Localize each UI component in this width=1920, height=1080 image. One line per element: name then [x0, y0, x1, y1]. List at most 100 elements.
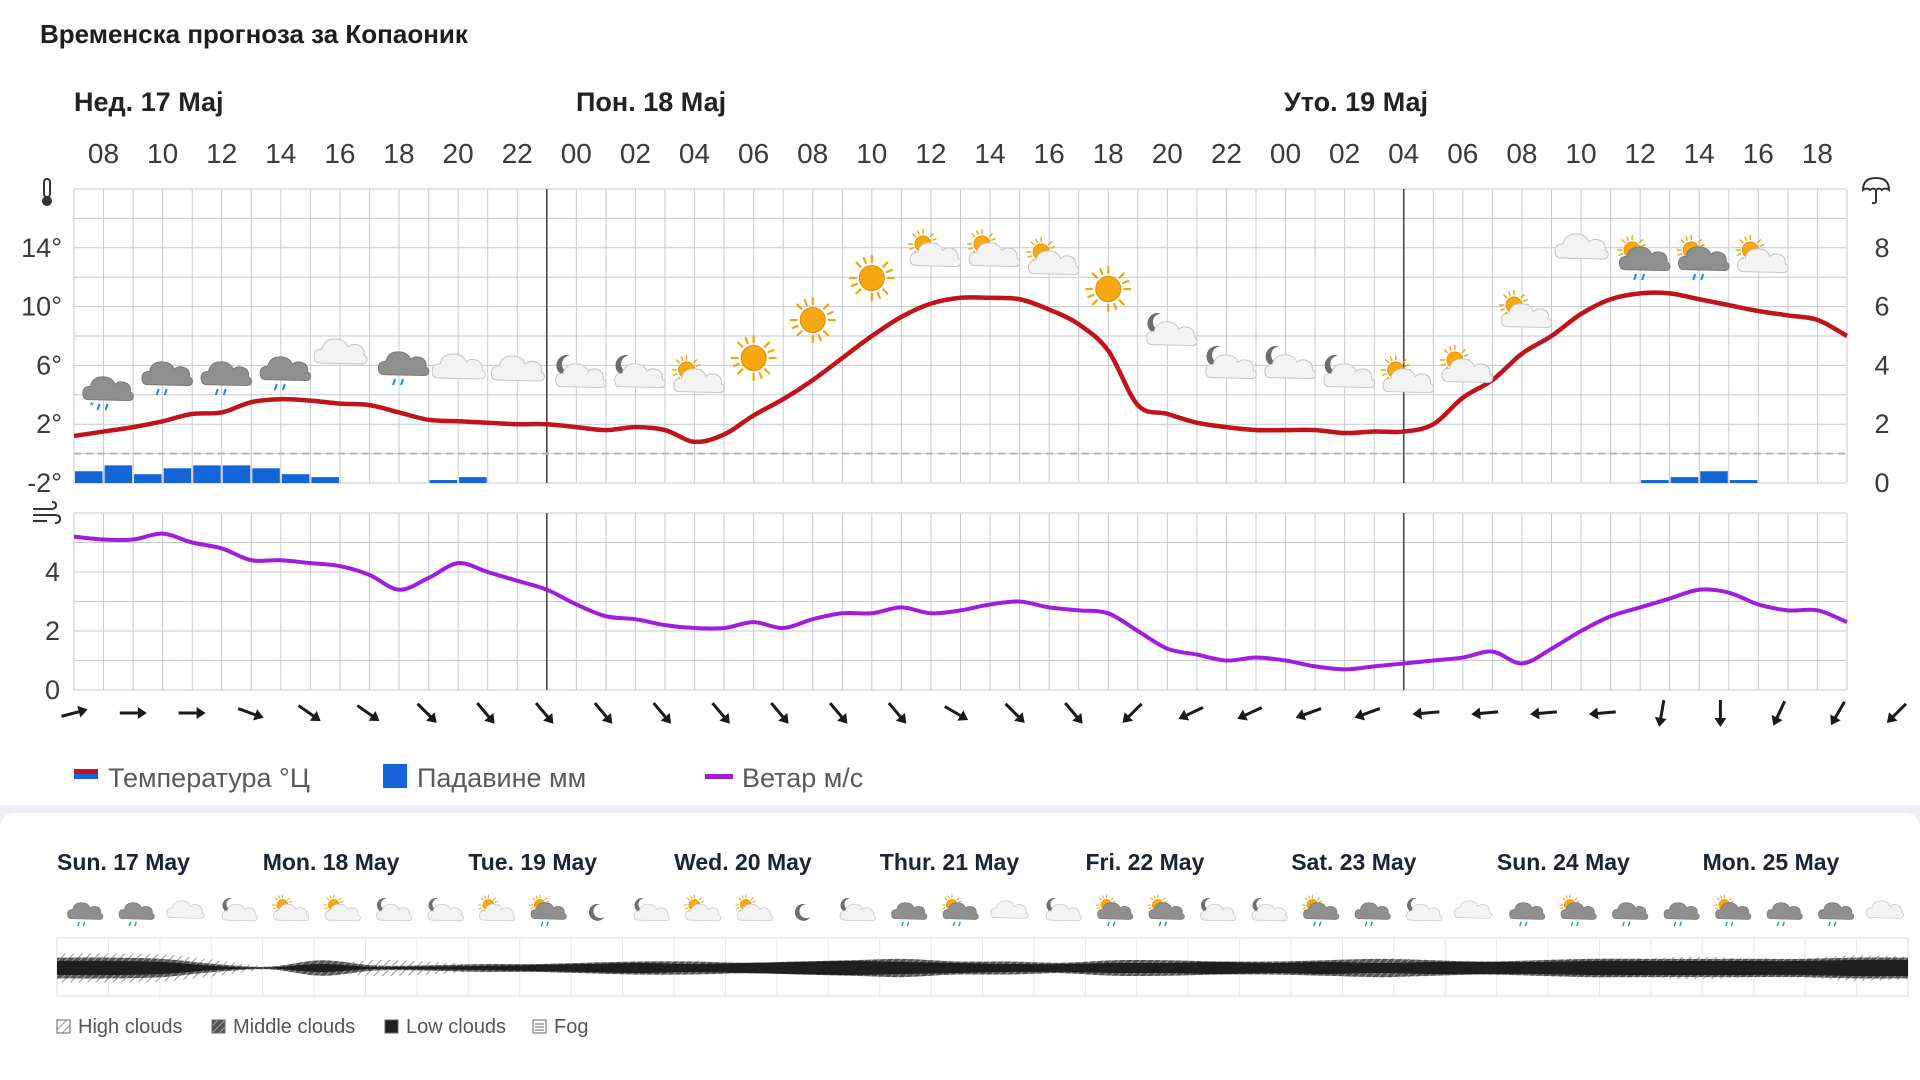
- wind-direction-arrow: [1354, 707, 1381, 721]
- wind-direction-arrow: [476, 702, 495, 724]
- arrow-head: [660, 712, 671, 724]
- rain-drop: [1519, 921, 1522, 927]
- legend-temperature: Температура °Ц: [108, 763, 310, 793]
- hour-label: 02: [1329, 138, 1360, 169]
- precipitation-bar: [311, 477, 339, 483]
- cloud-shape: [166, 900, 205, 919]
- cloud-shape: [1200, 903, 1237, 922]
- wind-direction-arrow: [1654, 699, 1667, 727]
- wind-direction-arrow: [297, 704, 321, 722]
- wind-direction-arrow: [356, 704, 380, 722]
- sun-cloud-icon: [477, 894, 516, 922]
- wind-direction-arrow: [1771, 700, 1787, 726]
- moon-cloud-icon: [839, 897, 876, 922]
- arrow-head: [137, 707, 147, 719]
- rain-drop: [1782, 921, 1785, 927]
- hour-label: 14: [974, 138, 1005, 169]
- moon-cloud-icon: [427, 897, 464, 922]
- cloud-shape: [614, 363, 666, 389]
- sun-icon: [789, 296, 836, 344]
- meteogram-day-label: Wed. 20 May: [674, 849, 812, 875]
- legend-swatch-temperature: [74, 769, 98, 774]
- hour-label: 10: [1565, 138, 1596, 169]
- hour-label: 02: [620, 138, 651, 169]
- sun-cloud-rain-icon: [1617, 234, 1671, 281]
- rain-drop: [1730, 921, 1734, 927]
- hour-label: 04: [1388, 138, 1419, 169]
- cloud-legend-label: High clouds: [78, 1016, 183, 1038]
- moon-cloud-icon: [1205, 345, 1257, 380]
- rain-drop: [163, 388, 168, 396]
- day-label: Нед. 17 Мај: [74, 87, 224, 117]
- precipitation-bar: [163, 468, 192, 483]
- meteogram-day-label: Sun. 24 May: [1497, 849, 1630, 875]
- low-cloud-band: [57, 959, 1908, 977]
- wind-icon: [33, 501, 62, 524]
- cloud-rain-icon: [1766, 902, 1803, 927]
- cloud-shape: [431, 353, 486, 380]
- wind-direction-arrow: [534, 702, 554, 724]
- wind-direction-arrow: [1714, 700, 1727, 727]
- wind-direction-arrow: [943, 705, 969, 721]
- sun-cloud-rain-icon: [1559, 894, 1597, 927]
- wind-stroke: [33, 501, 58, 510]
- rain-drop: [1776, 921, 1780, 927]
- cloud-dark: [1663, 902, 1700, 920]
- sun-cloud-rain-icon: [1147, 894, 1185, 927]
- arrow-head: [1530, 707, 1540, 720]
- rain-drop: [1107, 921, 1110, 927]
- hour-label: 20: [1152, 138, 1183, 169]
- rain-drop: [281, 383, 286, 391]
- umbrella-canopy: [1861, 176, 1891, 192]
- rain-drop: [104, 403, 109, 411]
- cloud-shape: [376, 903, 413, 922]
- arrow-head: [309, 710, 321, 722]
- precipitation-bar: [134, 474, 162, 483]
- moon-cloud-icon: [221, 897, 258, 922]
- arrow-head: [1830, 714, 1841, 726]
- arrow-head: [484, 712, 495, 724]
- precipitation-bar: [252, 468, 280, 483]
- sun-cloud-rain-icon: [1676, 234, 1730, 281]
- rain-drop: [392, 378, 396, 386]
- arrow-head: [368, 710, 380, 722]
- wind-direction-arrow: [119, 707, 147, 719]
- arrow-head: [1588, 707, 1599, 720]
- arrow-head: [426, 712, 437, 723]
- cloud-shape: [1045, 903, 1082, 922]
- cloud-shape: [555, 363, 607, 389]
- cloud-dark: [1818, 902, 1855, 920]
- precipitation-bar: [1700, 471, 1728, 483]
- y-tick-label: 0: [45, 675, 60, 705]
- hour-label: 18: [1802, 138, 1833, 169]
- cloud-dark: [82, 376, 134, 402]
- moon-icon: [794, 903, 811, 921]
- moon-cloud-icon: [614, 354, 666, 389]
- precipitation-bar: [104, 465, 133, 483]
- wind-direction-arrow: [178, 707, 206, 719]
- meteogram-day-label: Sun. 17 May: [57, 849, 190, 875]
- rain-drop: [400, 378, 404, 386]
- sun-shape: [848, 254, 895, 302]
- rain-drop: [1164, 921, 1167, 927]
- chart-legend: [74, 764, 733, 788]
- precipitation-bar: [1641, 480, 1669, 483]
- wind-direction-arrow: [1830, 700, 1846, 726]
- rain-drop: [1112, 921, 1116, 927]
- hour-label: 00: [1270, 138, 1301, 169]
- cloud-rain-snow-icon: *: [82, 376, 134, 413]
- hour-label: 06: [738, 138, 769, 169]
- cloud-legend-swatch: [384, 1019, 399, 1034]
- cloud-dark: [259, 356, 312, 382]
- rain-drop: [222, 388, 227, 396]
- cloud-rain-icon: [141, 361, 193, 396]
- rain-drop: [1627, 921, 1631, 927]
- wind-direction-arrow: [1530, 707, 1558, 720]
- y-tick-label: 4: [45, 557, 60, 587]
- meteogram-day-label: Fri. 22 May: [1086, 849, 1205, 875]
- moon-cloud-icon: [1146, 312, 1198, 347]
- rain-drop: [540, 921, 544, 927]
- moon-shape: [588, 903, 605, 921]
- cloud-shape: [1146, 321, 1198, 347]
- meteogram-day-label: Mon. 18 May: [263, 849, 400, 875]
